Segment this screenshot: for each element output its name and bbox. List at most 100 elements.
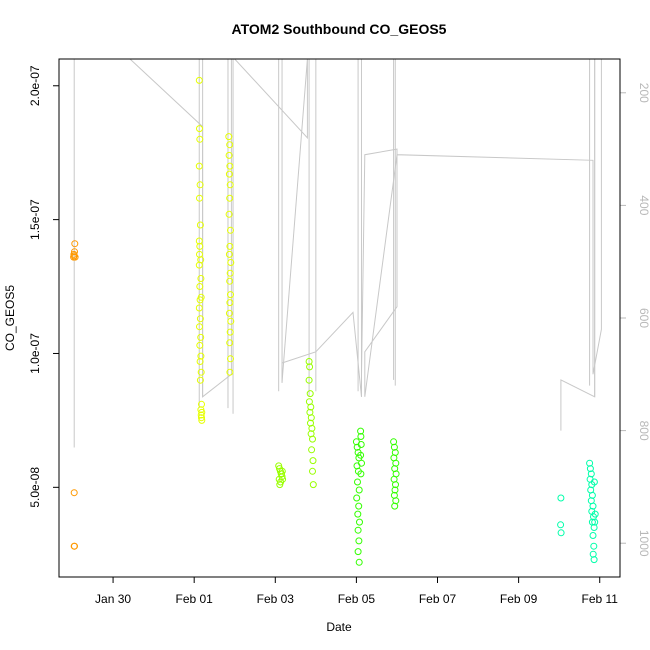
data-point-s3-12 xyxy=(354,526,362,534)
data-point-s0-8 xyxy=(71,542,78,550)
data-point-s1-22 xyxy=(196,358,204,365)
data-point-s1-50 xyxy=(226,339,234,347)
y-axis-label: CO_GEOS5 xyxy=(3,285,17,351)
data-point-s1-16 xyxy=(195,304,203,312)
data-point-s2-26 xyxy=(309,481,317,489)
data-point-s4-19 xyxy=(590,556,598,564)
data-point-s3-16 xyxy=(357,427,365,435)
y-tick-label-1: 1.0e-07 xyxy=(28,333,42,374)
data-point-s1-18 xyxy=(196,323,203,331)
data-point-s4-9 xyxy=(588,491,596,499)
data-point-s1-40 xyxy=(226,242,234,250)
data-point-s1-28 xyxy=(197,411,205,419)
data-point-s1-2 xyxy=(196,135,204,143)
x-tick-label-1: Feb 01 xyxy=(176,592,214,606)
y2-tick-label-0: 200 xyxy=(637,83,650,103)
data-point-s2-13 xyxy=(305,376,313,384)
y2-tick-label-3: 800 xyxy=(637,421,650,441)
data-point-s1-12 xyxy=(197,275,205,282)
pressure-profile-layer xyxy=(73,58,602,448)
data-point-s3-11 xyxy=(356,518,363,526)
data-point-s1-41 xyxy=(225,250,233,258)
y2-tick-label-1: 400 xyxy=(637,195,650,215)
data-point-s1-15 xyxy=(196,296,204,304)
data-point-s1-24 xyxy=(196,376,204,384)
data-point-s1-45 xyxy=(227,291,234,299)
data-point-s4-16 xyxy=(589,532,597,539)
data-point-s1-51 xyxy=(227,355,234,363)
data-point-s3-21 xyxy=(357,470,365,478)
data-point-s1-20 xyxy=(196,341,204,349)
data-point-s4-3 xyxy=(586,459,594,467)
data-point-s1-46 xyxy=(226,299,234,307)
data-point-s2-12 xyxy=(306,363,314,371)
data-point-s4-20 xyxy=(591,518,599,526)
data-point-s2-10 xyxy=(279,475,287,483)
data-point-s4-15 xyxy=(590,524,598,531)
data-point-s0-3 xyxy=(71,248,78,256)
data-point-s3-19 xyxy=(357,451,365,459)
y-tick-label-0: 5.0e-08 xyxy=(28,467,42,508)
data-point-s2-14 xyxy=(306,390,314,398)
data-point-s1-44 xyxy=(226,277,234,285)
data-point-s3-18 xyxy=(357,441,365,448)
data-point-s1-39 xyxy=(227,226,234,234)
data-point-s1-8 xyxy=(196,242,204,250)
x-tick-label-0: Jan 30 xyxy=(95,592,131,606)
data-point-s1-43 xyxy=(226,269,234,277)
data-point-s1-29 xyxy=(198,414,205,422)
data-point-s0-6 xyxy=(70,489,78,497)
data-point-s1-21 xyxy=(197,352,205,360)
data-point-s0-4 xyxy=(71,240,79,248)
data-point-s2-11 xyxy=(305,358,313,365)
data-point-s3-20 xyxy=(358,459,365,467)
x-tick-label-2: Feb 03 xyxy=(257,592,295,606)
x-tick-label-6: Feb 11 xyxy=(581,592,618,606)
data-point-s4-4 xyxy=(586,465,594,473)
data-point-s4-17 xyxy=(590,542,598,550)
data-point-s1-3 xyxy=(195,162,203,170)
data-point-s2-23 xyxy=(308,446,316,454)
data-point-s3-10 xyxy=(354,510,362,518)
data-point-s4-11 xyxy=(589,502,597,510)
data-point-s1-11 xyxy=(195,261,203,269)
data-point-s1-30 xyxy=(198,416,206,424)
data-point-s1-47 xyxy=(225,309,233,317)
chart-title: ATOM2 Southbound CO_GEOS5 xyxy=(232,21,447,37)
data-point-s4-0 xyxy=(557,494,565,502)
data-point-s1-31 xyxy=(225,133,233,141)
y-tick-label-2: 1.5e-07 xyxy=(28,199,42,240)
data-point-s1-36 xyxy=(226,181,234,189)
plot-frame xyxy=(58,58,621,578)
data-point-s3-15 xyxy=(355,558,363,566)
data-point-s1-5 xyxy=(196,194,203,202)
data-point-s0-5 xyxy=(71,253,79,261)
data-point-s2-25 xyxy=(309,467,316,475)
data-point-s0-2 xyxy=(70,252,78,260)
data-point-s2-24 xyxy=(309,457,317,465)
data-point-s2-9 xyxy=(278,467,286,475)
data-point-s4-22 xyxy=(590,478,598,486)
data-point-s1-23 xyxy=(197,368,205,376)
data-point-s3-7 xyxy=(355,486,363,494)
data-point-s3-23 xyxy=(390,443,398,451)
data-point-s2-18 xyxy=(307,414,315,422)
data-points-layer xyxy=(70,76,599,566)
data-point-s1-1 xyxy=(196,125,203,133)
axes-layer: Jan 30 Feb 01 Feb 03 Feb 05 Feb 07 Feb 09 Feb … xyxy=(28,65,650,606)
data-point-s1-48 xyxy=(227,317,235,325)
data-point-s4-2 xyxy=(557,529,565,537)
data-point-s2-22 xyxy=(309,435,316,443)
data-point-s1-42 xyxy=(227,259,235,266)
data-point-s3-8 xyxy=(353,494,361,502)
data-point-s1-37 xyxy=(226,194,234,202)
x-tick-label-4: Feb 07 xyxy=(419,592,457,606)
data-point-s1-25 xyxy=(198,400,205,408)
data-point-s3-9 xyxy=(355,502,363,510)
data-point-s4-21 xyxy=(591,510,599,518)
data-point-s1-6 xyxy=(196,221,204,229)
y2-tick-label-2: 600 xyxy=(637,308,650,328)
x-tick-label-3: Feb 05 xyxy=(338,592,376,606)
data-point-s1-19 xyxy=(197,333,205,341)
